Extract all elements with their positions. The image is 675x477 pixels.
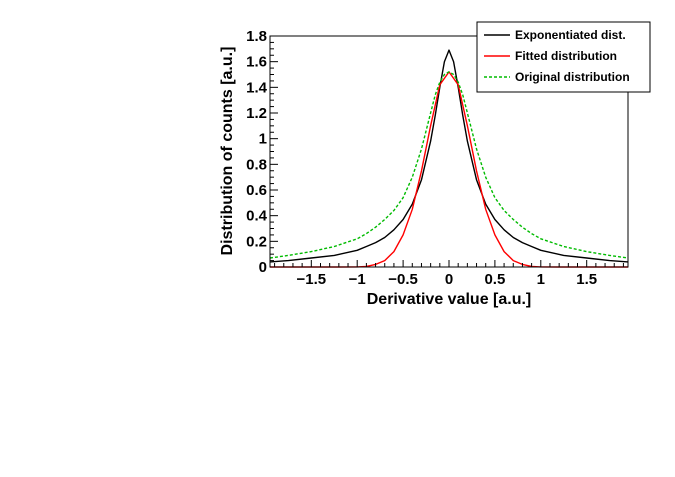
- x-tick-label: 0.5: [484, 271, 505, 288]
- series-line-3: [269, 71, 629, 259]
- y-tick-label: 1.8: [246, 28, 267, 45]
- y-tick-label: 1.2: [246, 105, 267, 122]
- legend-label-3: Original distribution: [515, 70, 630, 84]
- x-axis-ticks: −1.5 −1 −0.5 0 0.5 1 1.5: [274, 260, 624, 288]
- y-tick-label: 0: [259, 259, 267, 276]
- series-line-1: [269, 49, 629, 263]
- legend-box: [476, 21, 651, 93]
- series-line-2: [270, 71, 628, 268]
- x-axis-title: Derivative value [a.u.]: [367, 291, 532, 308]
- y-axis-ticks: 0 0.2 0.4 0.6 0.8 1 1.2 1.4 1.6 1.8: [246, 28, 278, 276]
- y-tick-label: 1: [259, 131, 267, 148]
- y-tick-label: 1.6: [246, 54, 267, 71]
- y-tick-label: 0.2: [246, 233, 267, 250]
- legend-label-1: Exponentiated dist.: [515, 28, 626, 42]
- x-tick-label: 1: [537, 271, 545, 288]
- legend-label-2: Fitted distribution: [515, 49, 617, 63]
- legend: Exponentiated dist. Fitted distribution Or…: [476, 21, 651, 93]
- x-tick-label: 0: [445, 271, 453, 288]
- x-tick-label: 1.5: [576, 271, 597, 288]
- y-tick-label: 0.6: [246, 182, 267, 199]
- y-axis-title: Distribution of counts [a.u.]: [219, 47, 236, 256]
- x-tick-label: −0.5: [388, 271, 418, 288]
- y-tick-label: 0.8: [246, 156, 267, 173]
- y-tick-label: 0.4: [246, 208, 268, 225]
- y-tick-label: 1.4: [246, 79, 268, 96]
- x-tick-label: −1: [349, 271, 366, 288]
- x-tick-label: −1.5: [296, 271, 326, 288]
